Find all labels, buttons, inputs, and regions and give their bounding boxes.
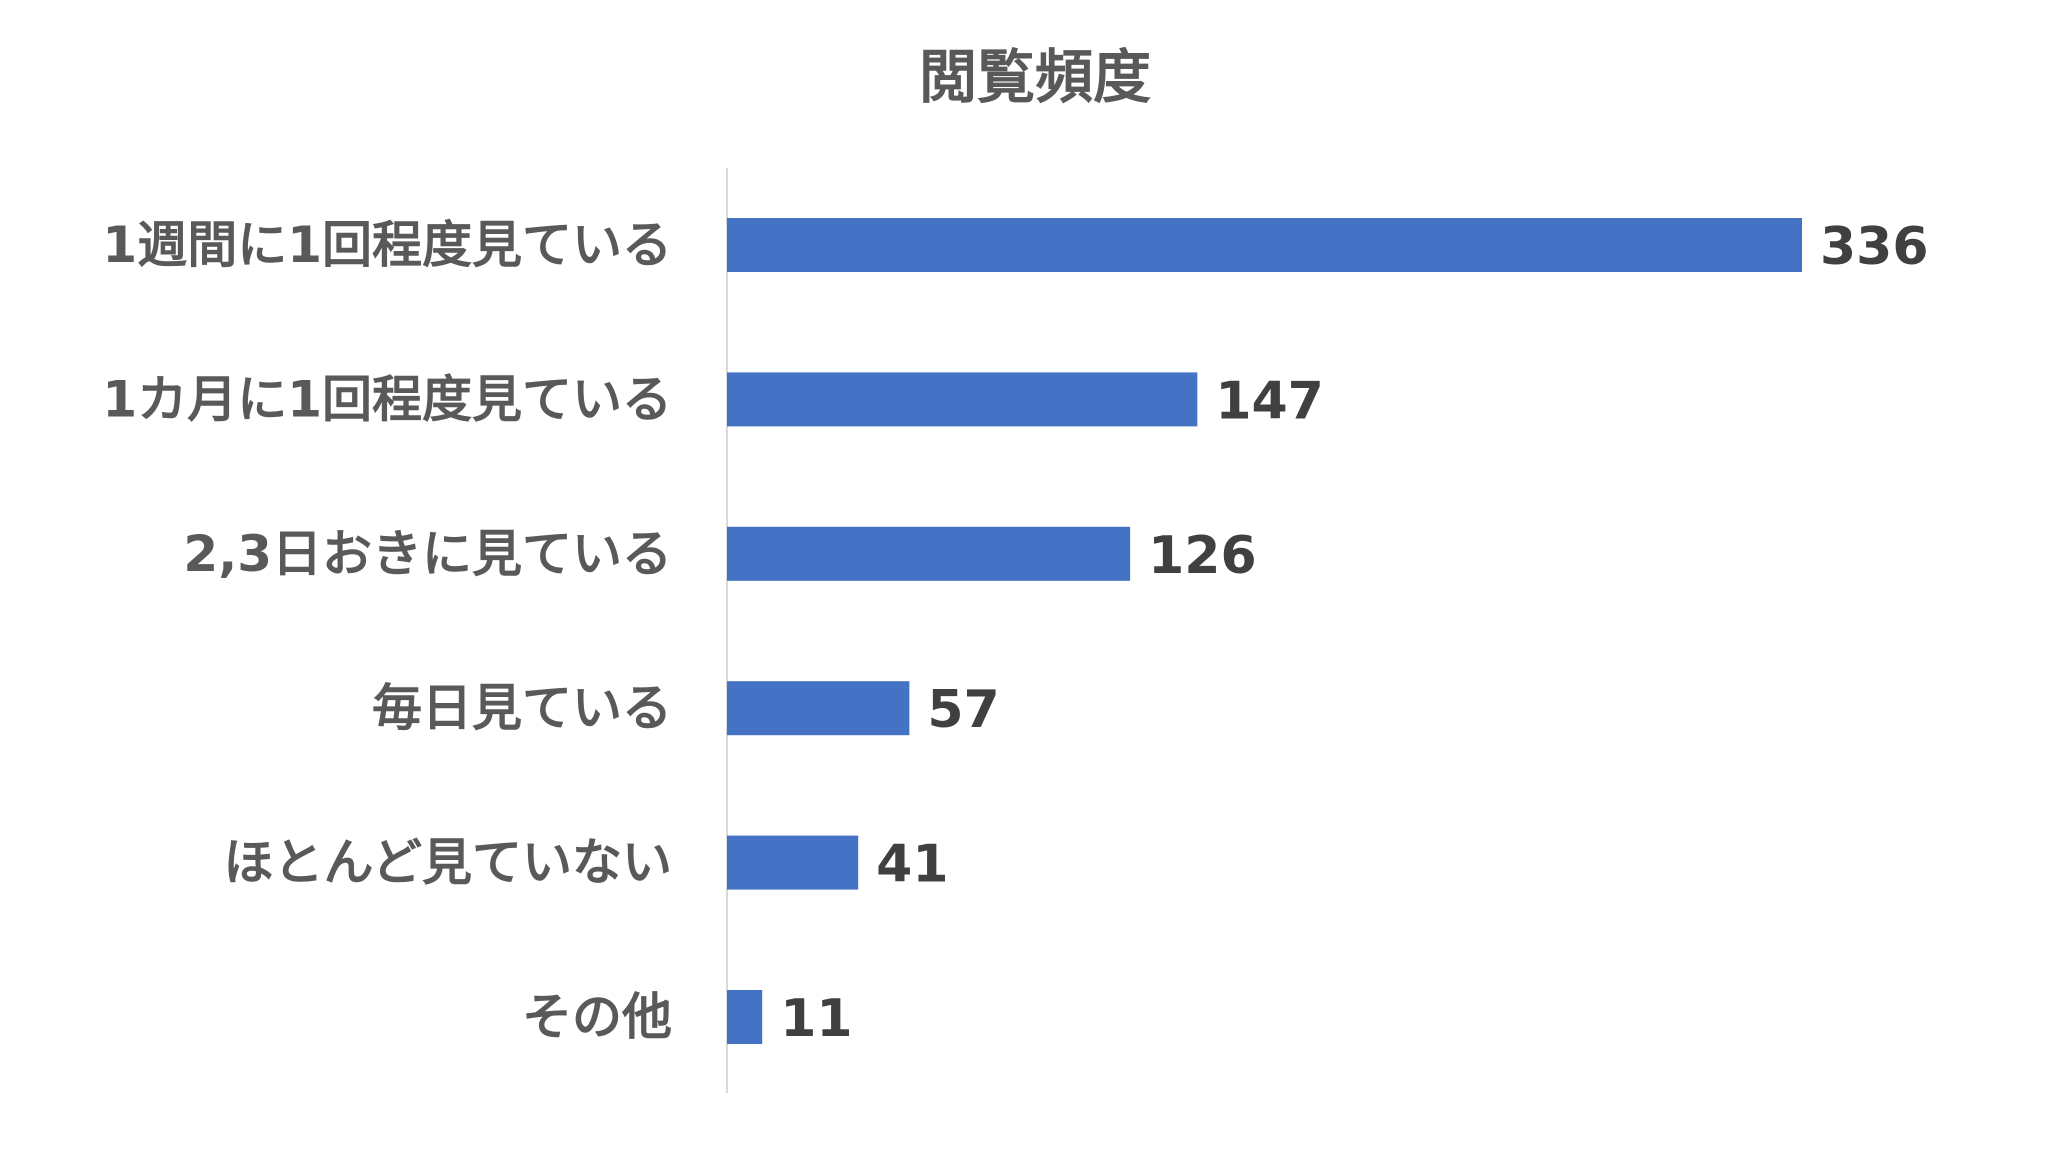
data-label: 57 (927, 680, 999, 740)
category-label: 1週間に1回程度見ている (102, 216, 672, 274)
bar (727, 990, 763, 1044)
data-label: 41 (876, 835, 948, 895)
chart-title: 閲覧頻度 (919, 43, 1151, 111)
bar (727, 526, 1131, 581)
bar (727, 835, 859, 890)
data-label: 11 (780, 989, 852, 1049)
category-label: 1カ月に1回程度見ている (102, 370, 672, 428)
bar (727, 218, 1802, 272)
bars: 1週間に1回程度見ている 336 1カ月に1回程度見ている 147 2,3日おきに見てい… (102, 216, 1928, 1049)
category-label: 2,3日おきに見ている (183, 525, 672, 583)
data-label: 147 (1215, 371, 1324, 431)
category-label: ほとんど見ていない (224, 834, 673, 892)
bar (727, 681, 910, 736)
bar (727, 372, 1198, 427)
data-label: 336 (1820, 217, 1929, 277)
category-label: その他 (522, 988, 672, 1046)
data-label: 126 (1148, 526, 1257, 586)
category-label: 毎日見ている (372, 679, 672, 737)
